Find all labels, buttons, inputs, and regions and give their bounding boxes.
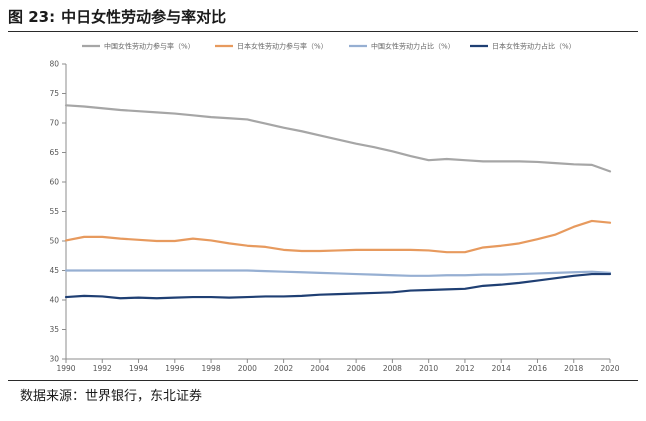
x-tick-label: 2018 [564, 364, 583, 373]
x-tick-label: 1998 [202, 364, 221, 373]
y-tick-label: 35 [49, 325, 59, 334]
legend-label-2: 日本女性劳动力参与率（%） [237, 42, 328, 51]
series-line-1 [64, 104, 612, 173]
y-tick-label: 45 [49, 266, 59, 275]
y-tick-label: 80 [49, 60, 59, 69]
y-tick-label: 50 [49, 237, 59, 246]
x-tick-label: 1996 [165, 364, 184, 373]
x-tick-label: 2002 [274, 364, 293, 373]
y-tick-label: 75 [49, 89, 59, 98]
chart-legend: 中国女性劳动力参与率（%） 日本女性劳动力参与率（%） 中国女性劳动力占比（%） 日本… [82, 42, 576, 51]
y-tick-label: 30 [49, 355, 59, 364]
legend-label-3: 中国女性劳动力占比（%） [371, 42, 455, 51]
series-line-3 [64, 269, 612, 277]
x-tick-label: 2020 [600, 364, 619, 373]
y-tick-label: 40 [49, 296, 59, 305]
series-line-2 [64, 219, 612, 254]
x-tick-label: 1992 [93, 364, 112, 373]
source-note: 数据来源：世界银行，东北证券 [20, 389, 203, 404]
x-tick-label: 1990 [56, 364, 75, 373]
line-chart: 中国女性劳动力参与率（%） 日本女性劳动力参与率（%） 中国女性劳动力占比（%） 日本… [49, 42, 619, 374]
chart-series [64, 104, 612, 300]
legend-label-1: 中国女性劳动力参与率（%） [104, 42, 195, 51]
figure-title-text: 中日女性劳动参与率对比 [61, 8, 227, 26]
y-tick-label: 60 [49, 178, 59, 187]
x-tick-label: 2000 [238, 364, 257, 373]
figure-title: 图 23: 中日女性劳动参与率对比 [8, 4, 638, 30]
x-tick-label: 2010 [419, 364, 438, 373]
top-rule [8, 31, 638, 32]
series-line-4 [64, 272, 612, 300]
x-tick-label: 2008 [383, 364, 402, 373]
y-tick-label: 70 [49, 119, 59, 128]
x-tick-label: 2006 [347, 364, 366, 373]
x-tick-label: 2016 [528, 364, 547, 373]
x-tick-label: 2004 [310, 364, 329, 373]
bottom-rule [8, 380, 638, 381]
chart-axes: 30 35 40 45 50 55 60 65 70 75 80 1990 1992 1994 1996 19… [49, 60, 619, 373]
x-tick-label: 1994 [129, 364, 148, 373]
figure-label: 图 23: [8, 8, 56, 26]
y-tick-label: 65 [49, 148, 59, 157]
x-tick-label: 2014 [492, 364, 511, 373]
legend-label-4: 日本女性劳动力占比（%） [492, 42, 576, 51]
x-tick-label: 2012 [455, 364, 474, 373]
y-tick-label: 55 [49, 207, 59, 216]
